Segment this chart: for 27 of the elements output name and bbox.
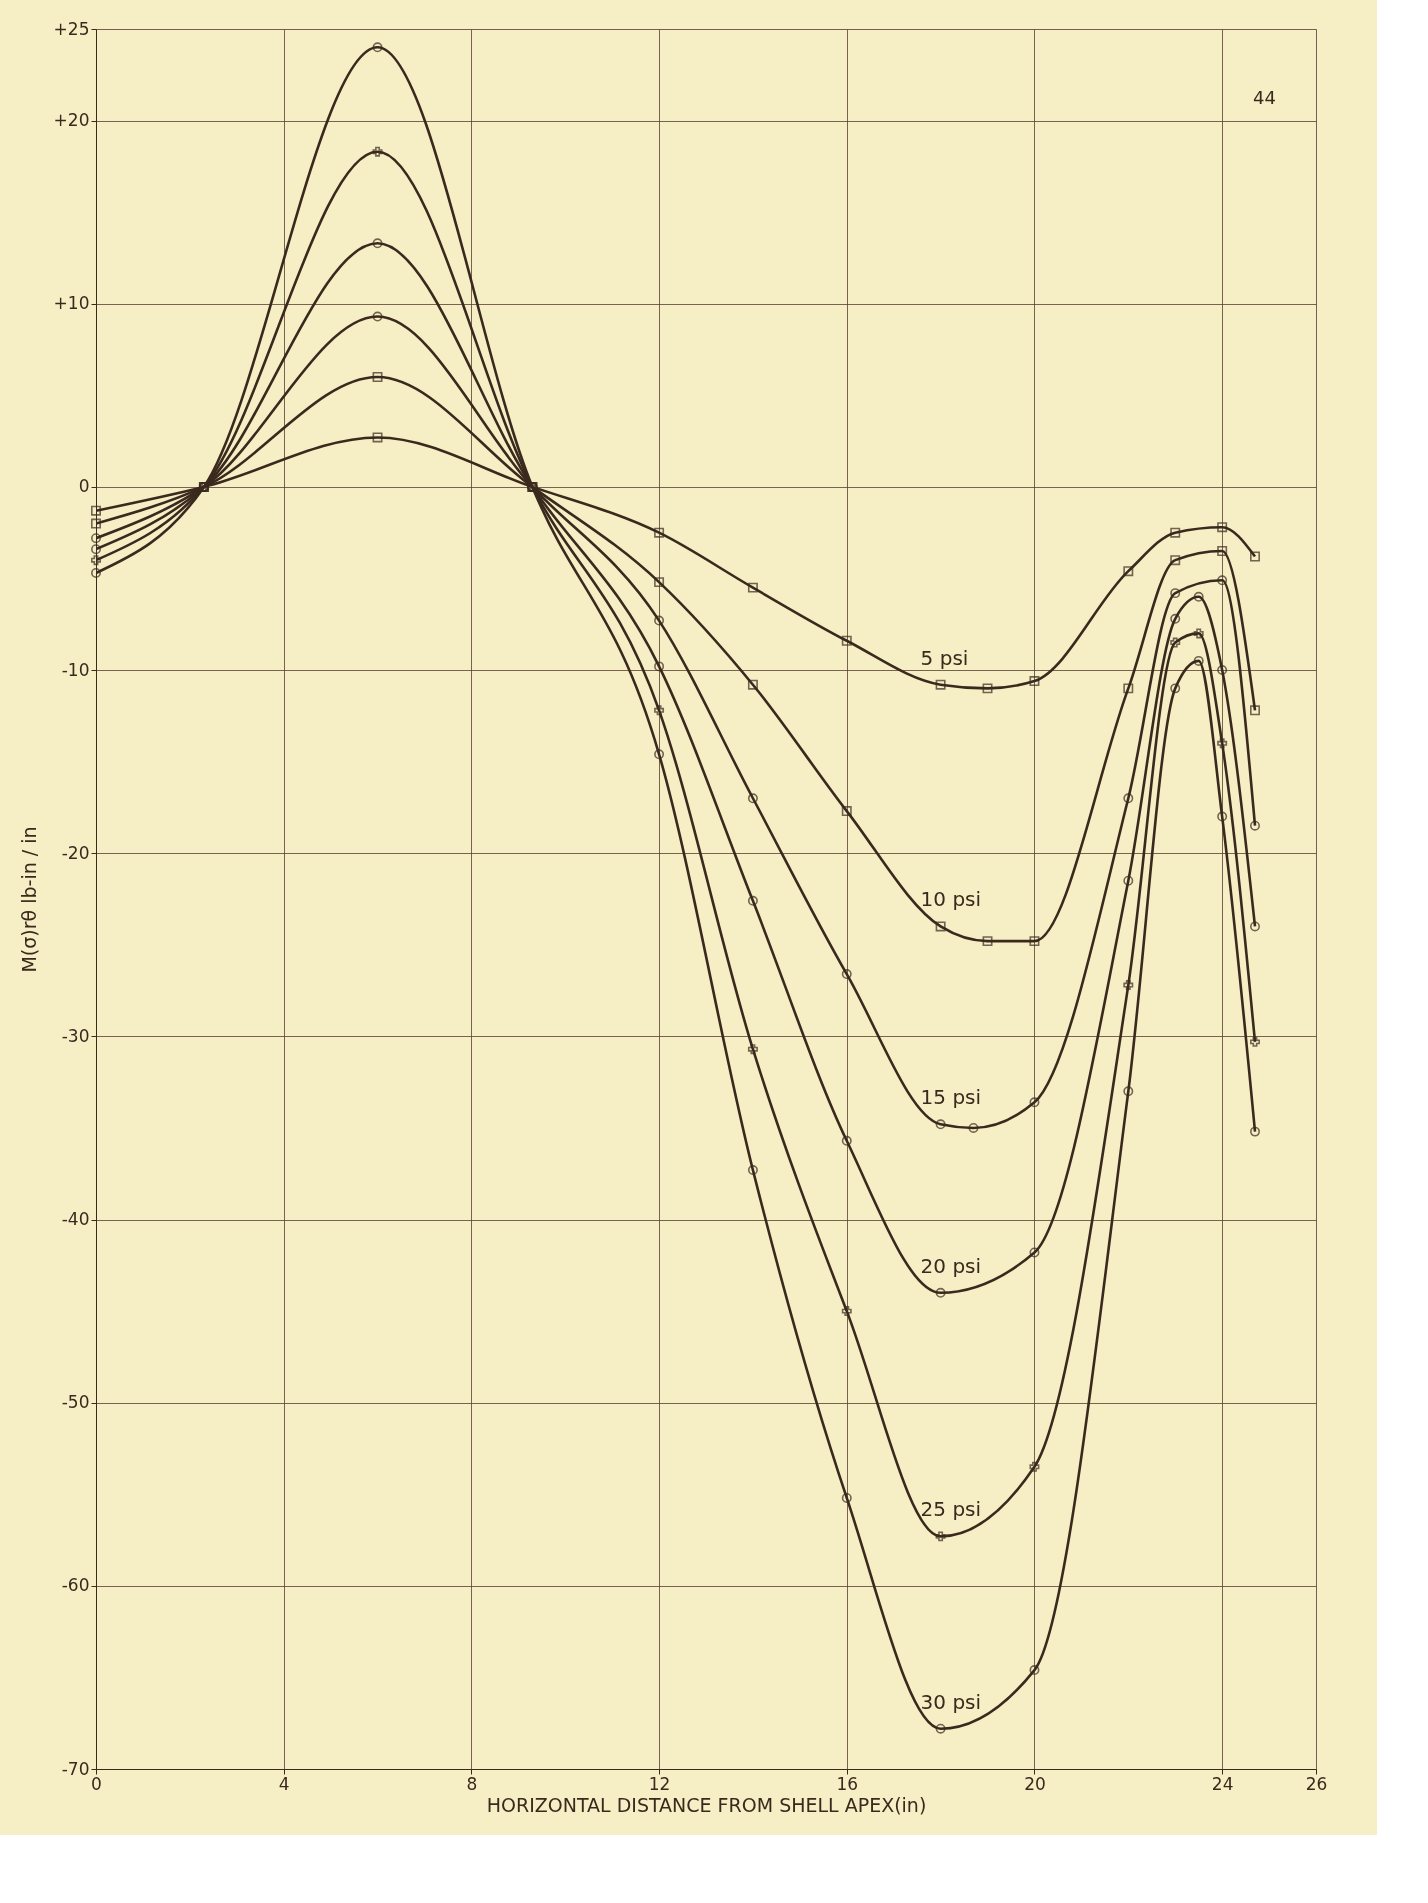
series-label: 30 psi (920, 1689, 982, 1714)
y-tick-label: -30 (61, 1025, 90, 1046)
series-label: 15 psi (920, 1085, 982, 1110)
series-label: 20 psi (920, 1253, 982, 1278)
y-tick-label: -60 (61, 1575, 90, 1596)
y-tick-label: -20 (61, 842, 90, 863)
series-label: 10 psi (920, 887, 982, 912)
y-tick-label: -50 (61, 1392, 90, 1413)
y-tick-label: 0 (78, 476, 90, 497)
y-tick-label: +25 (53, 18, 90, 39)
x-tick-label: 24 (1211, 1773, 1234, 1794)
y-tick-label: +10 (53, 293, 90, 314)
y-tick-label: -10 (61, 659, 90, 680)
y-tick-label: -40 (61, 1209, 90, 1230)
x-axis-title: HORIZONTAL DISTANCE FROM SHELL APEX(in) (486, 1793, 927, 1816)
x-tick-label: 4 (278, 1773, 290, 1794)
y-axis-title: M(σ)rθ lb-in / in (17, 826, 40, 973)
y-tick-label: -70 (61, 1758, 90, 1779)
annotation: 44 (1253, 87, 1276, 108)
x-tick-label: 20 (1024, 1773, 1046, 1794)
y-tick-label: +20 (53, 110, 90, 131)
x-tick-label: 16 (836, 1773, 859, 1794)
x-tick-label: 26 (1305, 1773, 1328, 1794)
series-label: 5 psi (920, 645, 969, 670)
x-tick-label: 12 (648, 1773, 671, 1794)
series-label: 25 psi (920, 1497, 982, 1522)
x-tick-label: 8 (466, 1773, 478, 1794)
